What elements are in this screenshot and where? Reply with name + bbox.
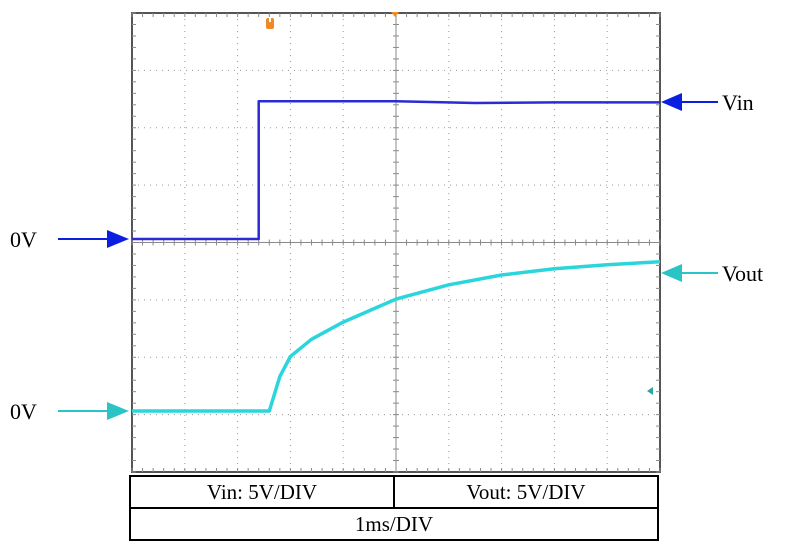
trace-vin [132, 100, 660, 241]
time-scale-cell: 1ms/DIV [129, 507, 659, 541]
scale-info-table: Vin: 5V/DIV Vout: 5V/DIV 1ms/DIV [129, 475, 659, 541]
vin-scale-cell: Vin: 5V/DIV [129, 475, 395, 509]
grid [131, 12, 661, 473]
vout-scale-cell: Vout: 5V/DIV [393, 475, 659, 509]
vin-zero-label: 0V [10, 227, 37, 252]
vout-zero-label: 0V [10, 399, 37, 424]
traces [132, 100, 661, 413]
vout-level-marker-icon [647, 387, 653, 395]
vout-trace-label: Vout [722, 261, 763, 286]
vout-arrow-icon [661, 264, 682, 282]
vin-trace-label: Vin [722, 90, 754, 115]
vout-zero-arrow-icon [107, 402, 129, 420]
vin-zero-arrow-icon [107, 230, 129, 248]
vin-arrow-icon [661, 93, 682, 111]
trigger-position-icon [391, 12, 399, 17]
trigger-marker-icon [266, 18, 274, 29]
trace-vout [132, 260, 661, 413]
